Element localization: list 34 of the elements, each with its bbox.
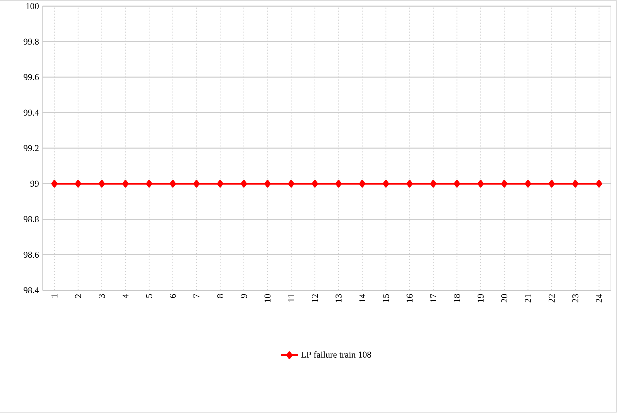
x-tick-label: 6 bbox=[170, 294, 176, 298]
y-tick-label: 99.4 bbox=[24, 110, 40, 116]
x-tick-label: 9 bbox=[241, 294, 248, 298]
x-tick-label: 4 bbox=[122, 294, 129, 298]
x-tick-label: 2 bbox=[75, 294, 82, 298]
x-tick-label: 10 bbox=[264, 294, 271, 302]
y-tick-label: 98.8 bbox=[24, 216, 39, 223]
x-tick-label: 12 bbox=[312, 294, 318, 302]
x-tick-label: 8 bbox=[217, 294, 224, 298]
x-tick-label: 21 bbox=[525, 294, 532, 303]
y-tick-label: 99.6 bbox=[24, 74, 40, 80]
x-tick-label: 16 bbox=[406, 294, 413, 302]
y-tick-label: 98.4 bbox=[24, 288, 40, 294]
x-tick-label: 20 bbox=[502, 294, 508, 303]
y-tick-label: 99.8 bbox=[24, 38, 39, 45]
x-tick-label: 14 bbox=[360, 294, 366, 302]
x-tick-label: 3 bbox=[99, 294, 106, 298]
y-tick-label: 98.6 bbox=[24, 252, 40, 258]
legend-label: LP failure train 108 bbox=[301, 352, 372, 358]
x-tick-label: 24 bbox=[596, 294, 602, 303]
y-tick-label: 99 bbox=[30, 180, 39, 188]
y-tick-label: 99.2 bbox=[24, 145, 39, 152]
x-tick-label: 5 bbox=[146, 294, 152, 298]
y-tick-label: 100 bbox=[26, 3, 39, 10]
x-tick-label: 1 bbox=[52, 294, 58, 298]
x-tick-label: 7 bbox=[194, 294, 200, 298]
x-tick-label: 18 bbox=[454, 294, 460, 302]
x-tick-label: 22 bbox=[548, 294, 555, 303]
x-tick-label: 15 bbox=[383, 294, 390, 302]
x-tick-label: 11 bbox=[288, 294, 294, 302]
x-tick-label: 17 bbox=[430, 294, 436, 302]
x-tick-label: 23 bbox=[572, 294, 579, 303]
x-tick-label: 19 bbox=[478, 294, 484, 302]
x-tick-label: 13 bbox=[336, 294, 342, 302]
